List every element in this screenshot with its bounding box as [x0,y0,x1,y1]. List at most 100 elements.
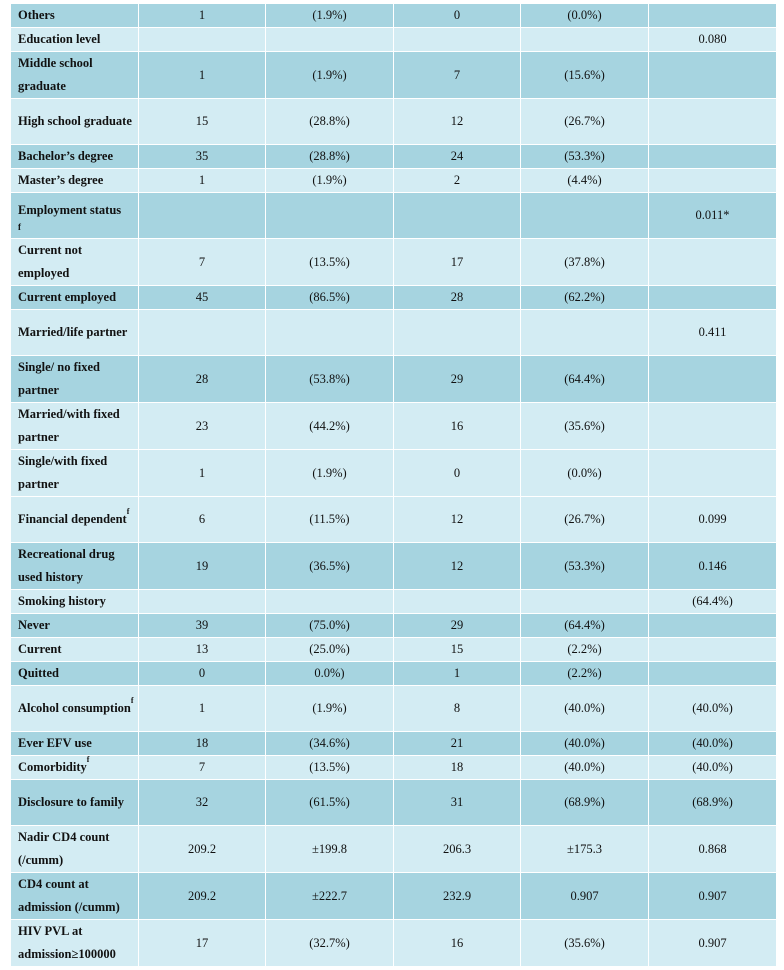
table-cell: (44.2%) [265,402,394,450]
row-label-text: Master’s degree [18,173,104,187]
row-label: Current not employed [10,238,139,286]
table-cell: (68.9%) [520,779,649,826]
row-label: Nadir CD4 count (/cumm) [10,825,139,873]
table-cell: (61.5%) [265,779,394,826]
table-row: CD4 count at admission (/cumm) 209.2 ±222.… [10,872,777,920]
row-label: Education level [10,27,139,52]
table-row: Employment status f 0.011* [10,192,777,239]
table-row: Recreational drug used history 19 (36.5%) 1… [10,542,777,590]
table-cell: (64.4%) [520,613,649,638]
row-label: HIV PVL at admission≥100000 [10,919,139,967]
table-cell: (40.0%) [648,731,777,756]
table-cell: (13.5%) [265,755,394,780]
table-cell [648,637,777,662]
table-cell: 8 [393,685,521,732]
table-cell: 21 [393,731,521,756]
table-cell: (0.0%) [520,3,649,28]
row-label-text: Current [18,642,62,656]
table-cell: (75.0%) [265,613,394,638]
table-cell: 209.2 [138,825,266,873]
table-row: Married/life partner 0.411 [10,309,777,356]
table-row: HIV PVL at admission≥100000 17 (32.7%) 16 (3… [10,919,777,967]
table-cell [648,402,777,450]
table-cell: 29 [393,613,521,638]
table-cell: (1.9%) [265,168,394,193]
characteristics-table: Others 1 (1.9%) 0 (0.0%) Education level 0.080… [10,3,777,967]
table-cell: 28 [393,285,521,310]
table-row: Alcohol consumptionf 1 (1.9%) 8 (40.0%) (40.0… [10,685,777,732]
table-cell: (35.6%) [520,402,649,450]
row-label-text: Others [18,8,55,22]
table-row: Others 1 (1.9%) 0 (0.0%) [10,3,777,28]
table-cell: 0.411 [648,309,777,356]
table-cell: 6 [138,496,266,543]
table-cell: 18 [138,731,266,756]
row-label-text: HIV PVL at admission≥100000 [18,924,116,961]
row-label-text: Alcohol consumption [18,701,131,715]
row-label: Disclosure to family [10,779,139,826]
table-cell: 0 [138,661,266,686]
table-cell [393,27,521,52]
table-cell [138,309,266,356]
table-row: Master’s degree 1 (1.9%) 2 (4.4%) [10,168,777,193]
table-row: Smoking history (64.4%) [10,589,777,614]
table-cell: (28.8%) [265,98,394,145]
table-cell: (36.5%) [265,542,394,590]
table-cell: 23 [138,402,266,450]
table-cell [648,98,777,145]
table-cell [265,589,394,614]
table-cell [520,309,649,356]
table-row: Bachelor’s degree 35 (28.8%) 24 (53.3%) [10,144,777,169]
table-cell: (86.5%) [265,285,394,310]
table-cell: 35 [138,144,266,169]
row-label-text: Single/with fixed partner [18,454,108,491]
table-cell: (2.2%) [520,661,649,686]
table-cell: (4.4%) [520,168,649,193]
row-label-text: Bachelor’s degree [18,149,113,163]
table-cell: 28 [138,355,266,403]
row-label-text: Financial dependent [18,512,127,526]
table-cell [138,27,266,52]
row-label-text: Ever EFV use [18,736,92,750]
table-row: Single/with fixed partner 1 (1.9%) 0 (0.0%) [10,449,777,497]
table-row: Current employed 45 (86.5%) 28 (62.2%) [10,285,777,310]
table-cell: 0.907 [648,872,777,920]
row-label: Bachelor’s degree [10,144,139,169]
row-label-text: Married/with fixed partner [18,407,120,444]
row-label: Married/life partner [10,309,139,356]
table-cell: (40.0%) [648,685,777,732]
table-cell: 15 [138,98,266,145]
table-cell [648,168,777,193]
table-cell: 0.868 [648,825,777,873]
table-cell [265,27,394,52]
table-cell: 0 [393,3,521,28]
row-label-text: Nadir CD4 count (/cumm) [18,830,110,867]
row-label-text: Recreational drug used history [18,547,115,584]
table-row: Financial dependentf 6 (11.5%) 12 (26.7%) 0.0… [10,496,777,543]
footnote-marker: f [86,755,90,764]
table-cell: 15 [393,637,521,662]
row-label: Recreational drug used history [10,542,139,590]
table-cell: (1.9%) [265,51,394,99]
row-label-text: High school graduate [18,114,132,128]
table-cell: (53.8%) [265,355,394,403]
row-label: Financial dependentf [10,496,139,543]
footnote-marker: f [18,222,21,232]
table-cell: (68.9%) [648,779,777,826]
table-cell: 12 [393,542,521,590]
row-label: Current employed [10,285,139,310]
table-cell [648,51,777,99]
table-cell [138,192,266,239]
table-cell: (1.9%) [265,685,394,732]
table-cell: 7 [393,51,521,99]
row-label: Quitted [10,661,139,686]
row-label-text: Married/life partner [18,325,128,339]
row-label: CD4 count at admission (/cumm) [10,872,139,920]
table-cell: 0.011* [648,192,777,239]
table-cell: 7 [138,755,266,780]
row-label: Others [10,3,139,28]
row-label-text: Middle school graduate [18,56,93,93]
row-label: Single/ no fixed partner [10,355,139,403]
table-cell: (1.9%) [265,3,394,28]
table-cell [393,309,521,356]
